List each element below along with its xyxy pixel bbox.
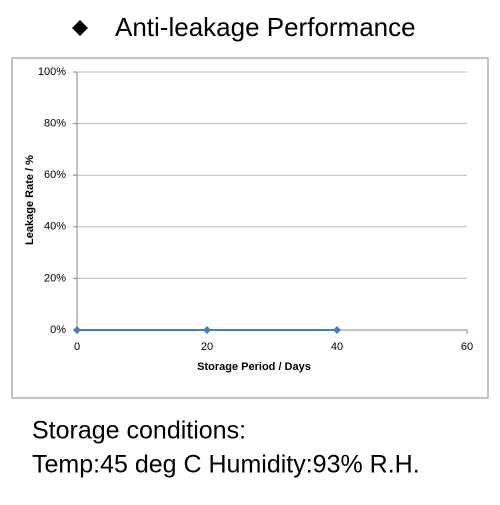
- x-tick-label: 40: [331, 341, 343, 353]
- title-bullet: [72, 20, 88, 36]
- note: Temp:45 deg C Humidity:93% R.H.: [32, 451, 420, 479]
- x-tick-label: 20: [201, 341, 213, 353]
- marker: [333, 326, 341, 334]
- chart-title: Anti-leakage Performance: [115, 12, 416, 42]
- y-tick-label: 100%: [38, 66, 66, 78]
- y-tick-label: 0%: [50, 324, 66, 336]
- y-axis-label: Leakage Rate / %: [24, 155, 36, 245]
- x-axis-label: Storage Period / Days: [197, 361, 311, 373]
- y-tick-label: 20%: [44, 272, 66, 284]
- note: Storage conditions:: [32, 417, 246, 445]
- y-tick-label: 80%: [44, 118, 66, 130]
- marker: [203, 326, 211, 334]
- marker: [73, 326, 81, 334]
- x-tick-label: 60: [461, 341, 473, 353]
- chart-frame: [11, 57, 489, 399]
- y-tick-label: 40%: [44, 221, 66, 233]
- x-tick-label: 0: [74, 341, 80, 353]
- y-tick-label: 60%: [44, 169, 66, 181]
